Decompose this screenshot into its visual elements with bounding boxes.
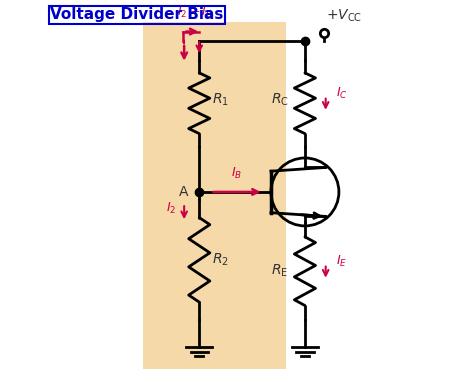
Text: A: A xyxy=(179,185,189,199)
Text: $I_B$: $I_B$ xyxy=(231,165,243,181)
Text: $I_E$: $I_E$ xyxy=(336,254,347,269)
Text: $R_2$: $R_2$ xyxy=(212,252,229,268)
Text: $I_2 + I_B$: $I_2 + I_B$ xyxy=(177,5,214,20)
Text: $+V_{\rm CC}$: $+V_{\rm CC}$ xyxy=(326,8,362,24)
Text: $R_{\rm E}$: $R_{\rm E}$ xyxy=(271,263,288,279)
FancyBboxPatch shape xyxy=(143,22,286,369)
Text: $I_2$: $I_2$ xyxy=(166,201,176,217)
Text: $R_1$: $R_1$ xyxy=(212,91,229,108)
Text: Voltage Divider Bias: Voltage Divider Bias xyxy=(50,7,224,22)
Text: $I_C$: $I_C$ xyxy=(336,86,347,101)
Text: $R_{\rm C}$: $R_{\rm C}$ xyxy=(271,91,289,108)
